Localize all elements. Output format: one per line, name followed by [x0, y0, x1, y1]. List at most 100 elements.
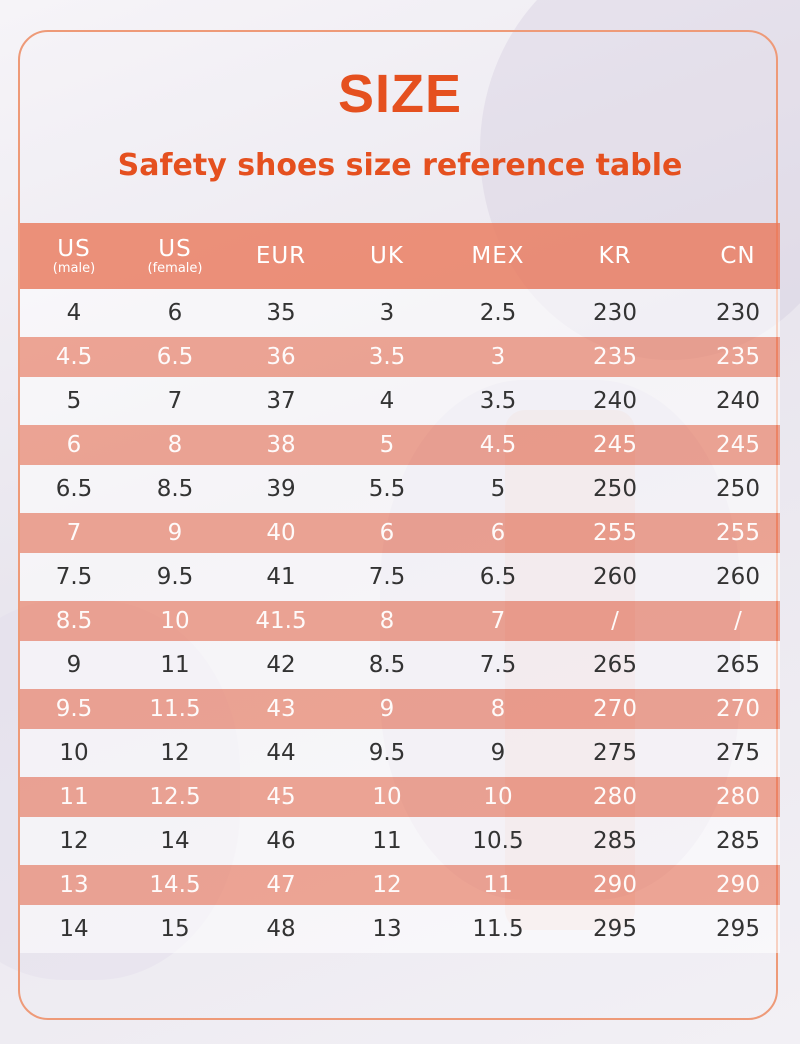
table-cell: 230: [716, 300, 760, 326]
table-cell: 5: [379, 432, 395, 458]
table-row: 8.5 10 41.5 8 7 / /: [20, 601, 780, 641]
table-cell: 10.5: [472, 828, 524, 854]
table-cell: 36: [266, 344, 296, 370]
table-cell: 295: [593, 916, 637, 942]
table-cell: 6: [379, 520, 395, 546]
table-cell: 41.5: [255, 608, 307, 634]
table-cell: 13: [372, 916, 402, 942]
table-row: 9 11 42 8.5 7.5 265 265: [20, 641, 780, 689]
table-cell: 3: [379, 300, 395, 326]
column-header-sublabel: (female): [147, 261, 203, 276]
table-cell: 7: [490, 608, 506, 634]
table-row: 6.5 8.5 39 5.5 5 250 250: [20, 465, 780, 513]
table-cell: 8.5: [55, 608, 93, 634]
table-cell: 6.5: [479, 564, 517, 590]
table-cell: 10: [483, 784, 513, 810]
table-cell: 3: [490, 344, 506, 370]
table-cell: /: [734, 608, 742, 634]
table-cell: 41: [266, 564, 296, 590]
table-cell: 250: [593, 476, 637, 502]
table-cell: 47: [266, 872, 296, 898]
table-cell: 8.5: [156, 476, 194, 502]
table-cell: 260: [716, 564, 760, 590]
table-cell: 9: [66, 652, 82, 678]
column-header-sublabel: (male): [52, 261, 96, 276]
table-cell: 14.5: [149, 872, 201, 898]
table-cell: 44: [266, 740, 296, 766]
table-cell: 6.5: [55, 476, 93, 502]
table-cell: 11: [59, 784, 89, 810]
table-row: 4.5 6.5 36 3.5 3 235 235: [20, 337, 780, 377]
table-cell: 5.5: [368, 476, 406, 502]
table-cell: 8.5: [368, 652, 406, 678]
table-row: 7.5 9.5 41 7.5 6.5 260 260: [20, 553, 780, 601]
column-header: MEX: [471, 243, 525, 269]
column-header: KR: [598, 243, 632, 269]
column-header: EUR: [255, 243, 307, 269]
table-cell: 9.5: [55, 696, 93, 722]
table-cell: 7.5: [55, 564, 93, 590]
table-cell: 11: [372, 828, 402, 854]
column-header: CN: [720, 243, 756, 269]
table-cell: 7.5: [368, 564, 406, 590]
table-row: 4 6 35 3 2.5 230 230: [20, 289, 780, 337]
table-row: 14 15 48 13 11.5 295 295: [20, 905, 780, 953]
table-cell: 11: [160, 652, 190, 678]
table-cell: 8: [490, 696, 506, 722]
table-cell: 235: [716, 344, 760, 370]
table-cell: 3.5: [479, 388, 517, 414]
table-cell: 7.5: [479, 652, 517, 678]
table-cell: 260: [593, 564, 637, 590]
table-cell: 290: [716, 872, 760, 898]
page-title: SIZE: [337, 64, 463, 124]
table-cell: 240: [593, 388, 637, 414]
table-cell: 4.5: [479, 432, 517, 458]
table-row: 9.5 11.5 43 9 8 270 270: [20, 689, 780, 729]
table-cell: 10: [59, 740, 89, 766]
table-cell: 45: [266, 784, 296, 810]
table-row: 12 14 46 11 10.5 285 285: [20, 817, 780, 865]
table-body: 4 6 35 3 2.5 230 230 4.5 6.5 36 3.5 3 235 235 5 7 37 4 3.5…: [20, 289, 780, 953]
table-cell: 235: [593, 344, 637, 370]
table-cell: 295: [716, 916, 760, 942]
table-row: 10 12 44 9.5 9 275 275: [20, 729, 780, 777]
table-cell: 275: [716, 740, 760, 766]
table-cell: 7: [167, 388, 183, 414]
table-cell: 2.5: [479, 300, 517, 326]
table-cell: 6: [490, 520, 506, 546]
size-table: US (male) US (female) EUR UK MEX KR CN 4…: [20, 223, 780, 953]
table-cell: 270: [593, 696, 637, 722]
page-subtitle: Safety shoes size reference table: [117, 148, 683, 183]
table-cell: 12: [372, 872, 402, 898]
column-header: US (female): [132, 237, 218, 275]
table-cell: 39: [266, 476, 296, 502]
table-cell: 8: [167, 432, 183, 458]
table-cell: 35: [266, 300, 296, 326]
table-cell: 5: [66, 388, 82, 414]
table-cell: 9.5: [368, 740, 406, 766]
table-cell: 6: [167, 300, 183, 326]
table-cell: 6.5: [156, 344, 194, 370]
column-header: UK: [370, 243, 404, 269]
table-cell: 280: [593, 784, 637, 810]
table-cell: 11.5: [149, 696, 201, 722]
table-cell: 10: [160, 608, 190, 634]
table-cell: 48: [266, 916, 296, 942]
table-cell: 250: [716, 476, 760, 502]
table-cell: 37: [266, 388, 296, 414]
table-header-row: US (male) US (female) EUR UK MEX KR CN: [20, 223, 780, 289]
table-row: 7 9 40 6 6 255 255: [20, 513, 780, 553]
table-cell: 9: [490, 740, 506, 766]
table-cell: 13: [59, 872, 89, 898]
table-row: 11 12.5 45 10 10 280 280: [20, 777, 780, 817]
table-cell: 290: [593, 872, 637, 898]
table-cell: 7: [66, 520, 82, 546]
table-cell: 3.5: [368, 344, 406, 370]
table-cell: 255: [716, 520, 760, 546]
column-header-label: US: [57, 236, 91, 262]
table-row: 6 8 38 5 4.5 245 245: [20, 425, 780, 465]
column-header-label: US: [158, 236, 192, 262]
table-row: 5 7 37 4 3.5 240 240: [20, 377, 780, 425]
table-cell: 9: [167, 520, 183, 546]
table-cell: 4: [379, 388, 395, 414]
